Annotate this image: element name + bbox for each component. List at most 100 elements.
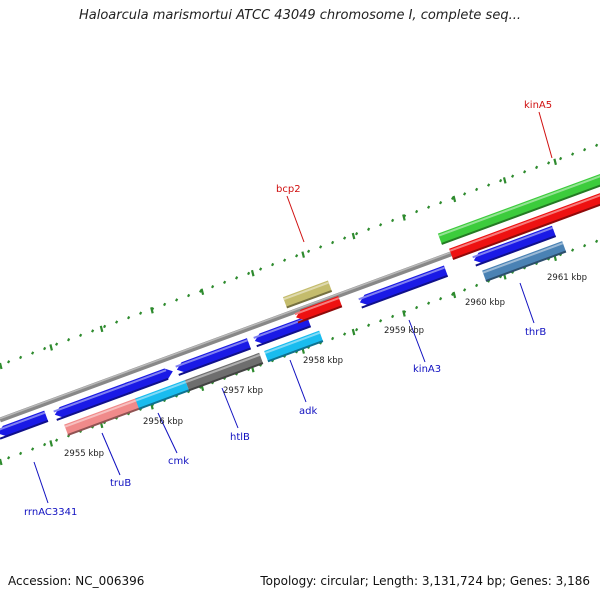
label-leader-lines — [33, 111, 553, 504]
gene-label-kinA5[interactable]: kinA5 — [524, 100, 552, 111]
inner-tick — [7, 456, 11, 460]
outer-tick — [475, 187, 479, 192]
gene-kinA5-shadow — [441, 184, 600, 245]
leader-truB — [101, 432, 121, 476]
gene-red-1[interactable] — [449, 190, 600, 260]
outer-tick — [391, 218, 395, 223]
outer-tick — [367, 227, 371, 231]
gene-cmk-shine — [135, 381, 187, 402]
gene-label-bcp2[interactable]: bcp2 — [276, 184, 301, 195]
inner-tick-major — [49, 440, 53, 447]
gene-kinA5[interactable] — [437, 173, 600, 245]
outer-tick-major — [200, 288, 205, 296]
leader-kinA3 — [408, 319, 426, 363]
outer-tick-major — [0, 362, 3, 370]
inner-tick — [55, 438, 59, 442]
scale-label: 2961 kbp — [547, 273, 587, 283]
outer-tick-major — [502, 177, 507, 184]
gene-red-1-shadow — [452, 203, 600, 260]
outer-tick — [211, 285, 215, 289]
outer-tick — [31, 351, 35, 355]
gene-blue-3[interactable] — [175, 338, 252, 376]
leader-bcp2 — [286, 195, 305, 243]
scale-label: 2958 kbp — [303, 356, 343, 366]
outer-tick — [487, 183, 491, 187]
map-labels: 2955 kbp 2956 kbp 2957 kbp 2958 kbp 2959… — [24, 100, 587, 518]
inner-tick — [31, 447, 35, 451]
gene-thrB-shadow — [485, 250, 567, 282]
outer-tick — [67, 338, 71, 342]
gene-bcp2-box-shadow — [286, 289, 333, 309]
outer-tick — [415, 209, 419, 214]
inner-tick-major — [0, 458, 3, 466]
gene-label-rrnAC3341[interactable]: rrnAC3341 — [24, 507, 77, 518]
gene-kinA3-shadow — [361, 274, 449, 309]
gene-red-1-shine — [449, 194, 600, 252]
gene-bcp2-box-shine — [283, 281, 330, 301]
leader-rrnAC3341 — [33, 461, 49, 504]
gene-label-cmk[interactable]: cmk — [168, 456, 189, 467]
inner-tick — [583, 244, 587, 248]
outer-tick — [115, 320, 119, 324]
inner-tick — [415, 305, 419, 310]
gene-label-adk[interactable]: adk — [299, 406, 317, 417]
gene-cmk-shadow — [138, 389, 190, 410]
outer-tick — [523, 170, 527, 174]
outer-tick — [43, 346, 47, 351]
inner-tick — [427, 301, 431, 305]
outer-tick — [127, 315, 131, 320]
outer-tick — [79, 333, 83, 338]
gene-cmk[interactable] — [135, 380, 190, 410]
outer-tick — [427, 205, 431, 209]
outer-tick-major — [351, 232, 356, 240]
outer-tick — [535, 165, 539, 170]
gene-blue-3-shine — [175, 339, 249, 368]
gene-adk[interactable] — [264, 330, 324, 363]
gene-kinA3[interactable] — [358, 265, 449, 309]
outer-tick — [139, 311, 143, 315]
gene-blue-5-shadow — [475, 235, 557, 267]
gene-bcp2[interactable] — [294, 295, 343, 324]
outer-tick — [379, 223, 383, 227]
outer-tick — [499, 178, 503, 183]
leader-thrB — [519, 282, 535, 324]
gene-label-kinA3[interactable]: kinA3 — [413, 364, 441, 375]
gene-truB-shine — [64, 398, 141, 428]
inner-tick — [439, 297, 443, 301]
gene-features — [0, 173, 600, 440]
gene-truB[interactable] — [64, 396, 144, 436]
inner-tick — [595, 239, 599, 243]
outer-tick — [331, 240, 335, 245]
gene-label-thrB[interactable]: thrB — [525, 327, 546, 338]
inner-tick — [463, 288, 467, 292]
gene-blue-1-shadow — [56, 390, 134, 421]
gene-blue-2[interactable] — [124, 368, 173, 395]
leader-kinA5 — [538, 111, 553, 159]
gene-blue-2-shadow — [128, 377, 169, 395]
outer-tick — [7, 360, 11, 364]
gene-rrnAC3341-shine — [0, 411, 46, 431]
gene-blue-1[interactable] — [53, 381, 134, 421]
gene-thrB[interactable] — [482, 241, 567, 282]
gene-rrnAC3341[interactable] — [0, 410, 49, 440]
gene-blue-2-shine — [125, 369, 167, 387]
inner-tick — [343, 332, 347, 336]
outer-tick-major — [402, 214, 406, 221]
gene-adk-shine — [264, 331, 321, 354]
outer-tick — [295, 254, 299, 258]
gene-label-htlB[interactable]: htlB — [230, 432, 250, 443]
gene-htlB[interactable] — [185, 352, 264, 392]
gene-truB-body — [64, 396, 143, 435]
outer-tick — [319, 245, 323, 249]
gene-thrB-shine — [482, 242, 564, 274]
outer-tick — [595, 143, 599, 147]
gene-label-truB[interactable]: truB — [110, 478, 131, 489]
scale-label: 2956 kbp — [143, 417, 183, 427]
outer-tick — [439, 201, 443, 205]
gene-bcp2-box[interactable] — [282, 280, 333, 309]
outer-tick — [103, 324, 107, 329]
outer-tick — [355, 231, 359, 236]
outer-tick — [187, 293, 191, 298]
gene-blue-5[interactable] — [472, 225, 557, 267]
inner-tick — [331, 336, 335, 341]
